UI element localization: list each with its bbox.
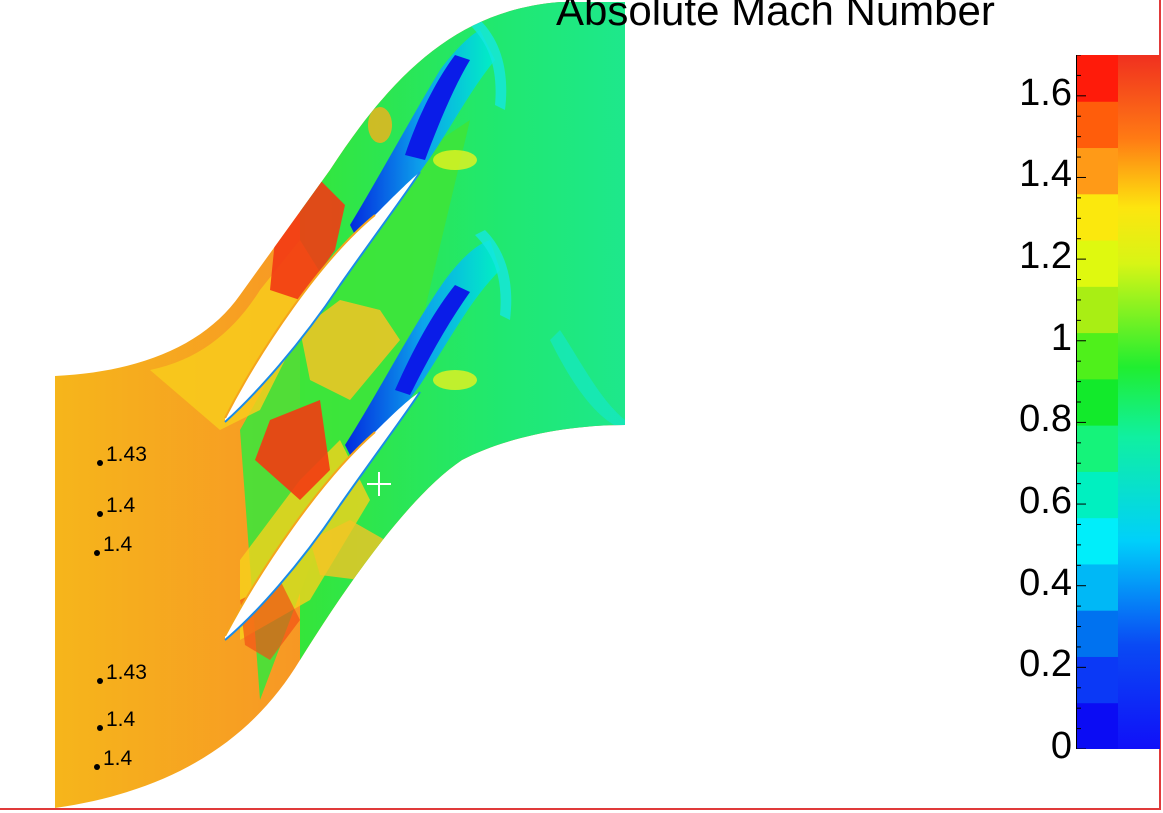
colorbar-tick-label: 1.2 (1019, 235, 1072, 278)
colorbar-band (1076, 702, 1118, 749)
colorbar-band (1076, 610, 1118, 657)
probe-label: 1.4 (97, 708, 135, 732)
colorbar-band (1076, 193, 1118, 241)
probe-dot (97, 511, 103, 517)
colorbar-tick-label: 0 (1050, 725, 1072, 767)
probe-label: 1.4 (94, 533, 132, 557)
crosshair-cursor-icon (367, 472, 391, 496)
probe-label: 1.4 (94, 747, 132, 771)
blade-upper (225, 172, 420, 422)
probe-dot (97, 678, 103, 684)
probe-dot (94, 764, 100, 770)
plot-title: Absolute Mach Number (556, 0, 995, 34)
colorbar-ticks (1076, 55, 1086, 749)
probe-label: 1.43 (97, 443, 147, 467)
colorbar-band (1076, 332, 1118, 380)
probe-dot (97, 725, 103, 731)
colorbar-band (1076, 286, 1118, 334)
frame-right-border (1159, 0, 1161, 810)
colorbar-band (1076, 656, 1118, 704)
colorbar-band (1076, 101, 1118, 149)
probe-label: 1.43 (97, 661, 147, 685)
colorbar-band (1076, 471, 1118, 519)
colorbar-tick-label: 0.8 (1019, 398, 1072, 441)
colorbar-smooth-strip (1118, 55, 1160, 749)
blade-lower (225, 392, 420, 640)
colorbar-tick-label: 0.6 (1019, 480, 1072, 523)
colorbar-tick-label: 1.4 (1019, 153, 1072, 196)
colorbar-tick-label: 0.2 (1019, 643, 1072, 686)
colorbar-band (1076, 55, 1118, 102)
colorbar-band (1076, 563, 1118, 611)
colorbar-legend (1076, 55, 1160, 749)
colorbar-tick-label: 0.4 (1019, 561, 1072, 604)
colorbar-band (1076, 240, 1118, 287)
probe-dot (97, 460, 103, 466)
colorbar-band (1076, 425, 1118, 472)
colorbar-band (1076, 517, 1118, 565)
colorbar-band (1076, 378, 1118, 426)
flow-domain (55, 2, 625, 808)
colorbar-band (1076, 147, 1118, 195)
colorbar-bands (1076, 55, 1118, 749)
frame-bottom-border (0, 808, 1161, 810)
colorbar-tick-label: 1.6 (1019, 71, 1072, 114)
probe-label: 1.4 (97, 494, 135, 518)
colorbar-tick-label: 1 (1050, 316, 1072, 359)
probe-dot (94, 550, 100, 556)
